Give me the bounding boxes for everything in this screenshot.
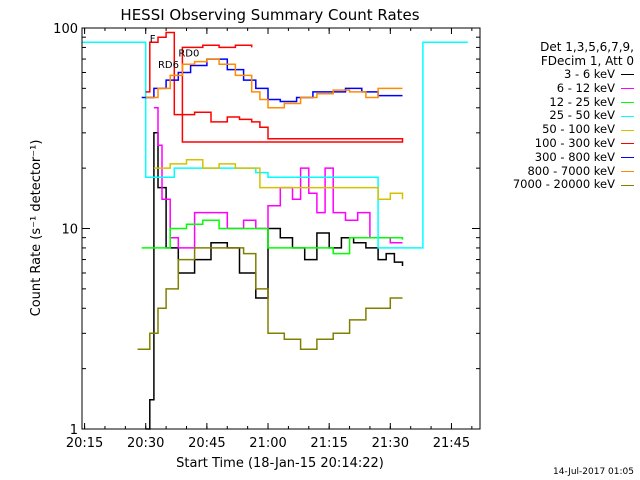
legend-swatch-2 <box>621 88 634 90</box>
legend-entry-7: 300 - 800 keV <box>474 149 634 165</box>
legend-swatch-6 <box>621 143 634 145</box>
x-tick-label-1: 20:15 <box>66 436 103 451</box>
chart-annotation-1: RD6 <box>158 60 179 71</box>
legend-label-8: 800 - 7000 keV <box>527 163 615 178</box>
chart-annotation-3: F <box>150 34 156 45</box>
legend-entry-2: 6 - 12 keV <box>474 80 634 96</box>
legend-swatch-5 <box>621 129 634 131</box>
legend: Det 1,3,5,6,7,9, FDecim 1, Att 0 3 - 6 k… <box>474 40 634 192</box>
legend-swatch-4 <box>621 115 634 117</box>
x-tick-label-2: 20:30 <box>127 436 164 451</box>
series-line-8 <box>145 58 403 109</box>
legend-swatch-7 <box>621 157 634 159</box>
legend-header-line-2: FDecim 1, Att 0 <box>540 54 634 68</box>
series-line-6 <box>145 31 404 143</box>
legend-entry-4: 25 - 50 keV <box>474 109 634 123</box>
legend-label-1: 3 - 6 keV <box>564 67 615 81</box>
legend-label-2: 6 - 12 keV <box>556 80 615 95</box>
legend-label-6: 100 - 300 keV <box>534 135 615 150</box>
legend-entry-6: 100 - 300 keV <box>474 135 634 151</box>
series-line-9 <box>137 247 403 350</box>
legend-entry-5: 50 - 100 keV <box>474 122 634 137</box>
series-line-1 <box>145 132 404 430</box>
x-tick-label-3: 20:45 <box>188 436 225 451</box>
y-tick-label-3: 100 <box>53 22 78 37</box>
axes: 20:15 20:30 20:45 21:00 21:15 21:30 21:45 1 10 10… <box>53 22 480 451</box>
x-tick-label-7: 21:45 <box>433 436 470 451</box>
legend-entry-1: 3 - 6 keV <box>474 67 634 82</box>
y-tick-label-1: 1 <box>70 423 78 438</box>
legend-label-4: 25 - 50 keV <box>549 108 615 123</box>
legend-entries: 3 - 6 keV 6 - 12 keV 12 - 25 keV 25 - 50 ke… <box>474 67 634 192</box>
legend-swatch-8 <box>621 170 634 172</box>
legend-header-line-1: Det 1,3,5,6,7,9, <box>540 40 634 54</box>
chart-annotation-2: RD0 <box>178 49 199 60</box>
series-line-4 <box>82 41 468 249</box>
y-tick-label-2: 10 <box>61 223 78 238</box>
series-line-7 <box>141 58 403 103</box>
timestamp-footer: 14-Jul-2017 01:05 <box>552 467 634 477</box>
legend-swatch-3 <box>621 101 634 103</box>
series-line-5 <box>153 159 404 200</box>
x-tick-label-6: 21:30 <box>372 436 409 451</box>
legend-entry-3: 12 - 25 keV <box>474 94 634 110</box>
legend-swatch-1 <box>621 74 634 76</box>
legend-label-9: 7000 - 20000 keV <box>512 177 615 192</box>
legend-entry-9: 7000 - 20000 keV <box>474 178 634 192</box>
y-axis-label: Count Rate (s⁻¹ detector⁻¹) <box>29 140 44 317</box>
x-axis-label: Start Time (18-Jan-15 20:14:22) <box>176 456 384 471</box>
legend-label-3: 12 - 25 keV <box>549 94 615 109</box>
chart-title: HESSI Observing Summary Count Rates <box>120 6 419 24</box>
x-tick-label-4: 21:00 <box>249 436 286 451</box>
legend-swatch-9 <box>621 184 634 186</box>
series-line-3 <box>141 219 404 255</box>
legend-entry-8: 800 - 7000 keV <box>474 163 634 179</box>
legend-label-5: 50 - 100 keV <box>542 122 615 137</box>
x-tick-label-5: 21:15 <box>310 436 347 451</box>
legend-label-7: 300 - 800 keV <box>534 149 615 164</box>
